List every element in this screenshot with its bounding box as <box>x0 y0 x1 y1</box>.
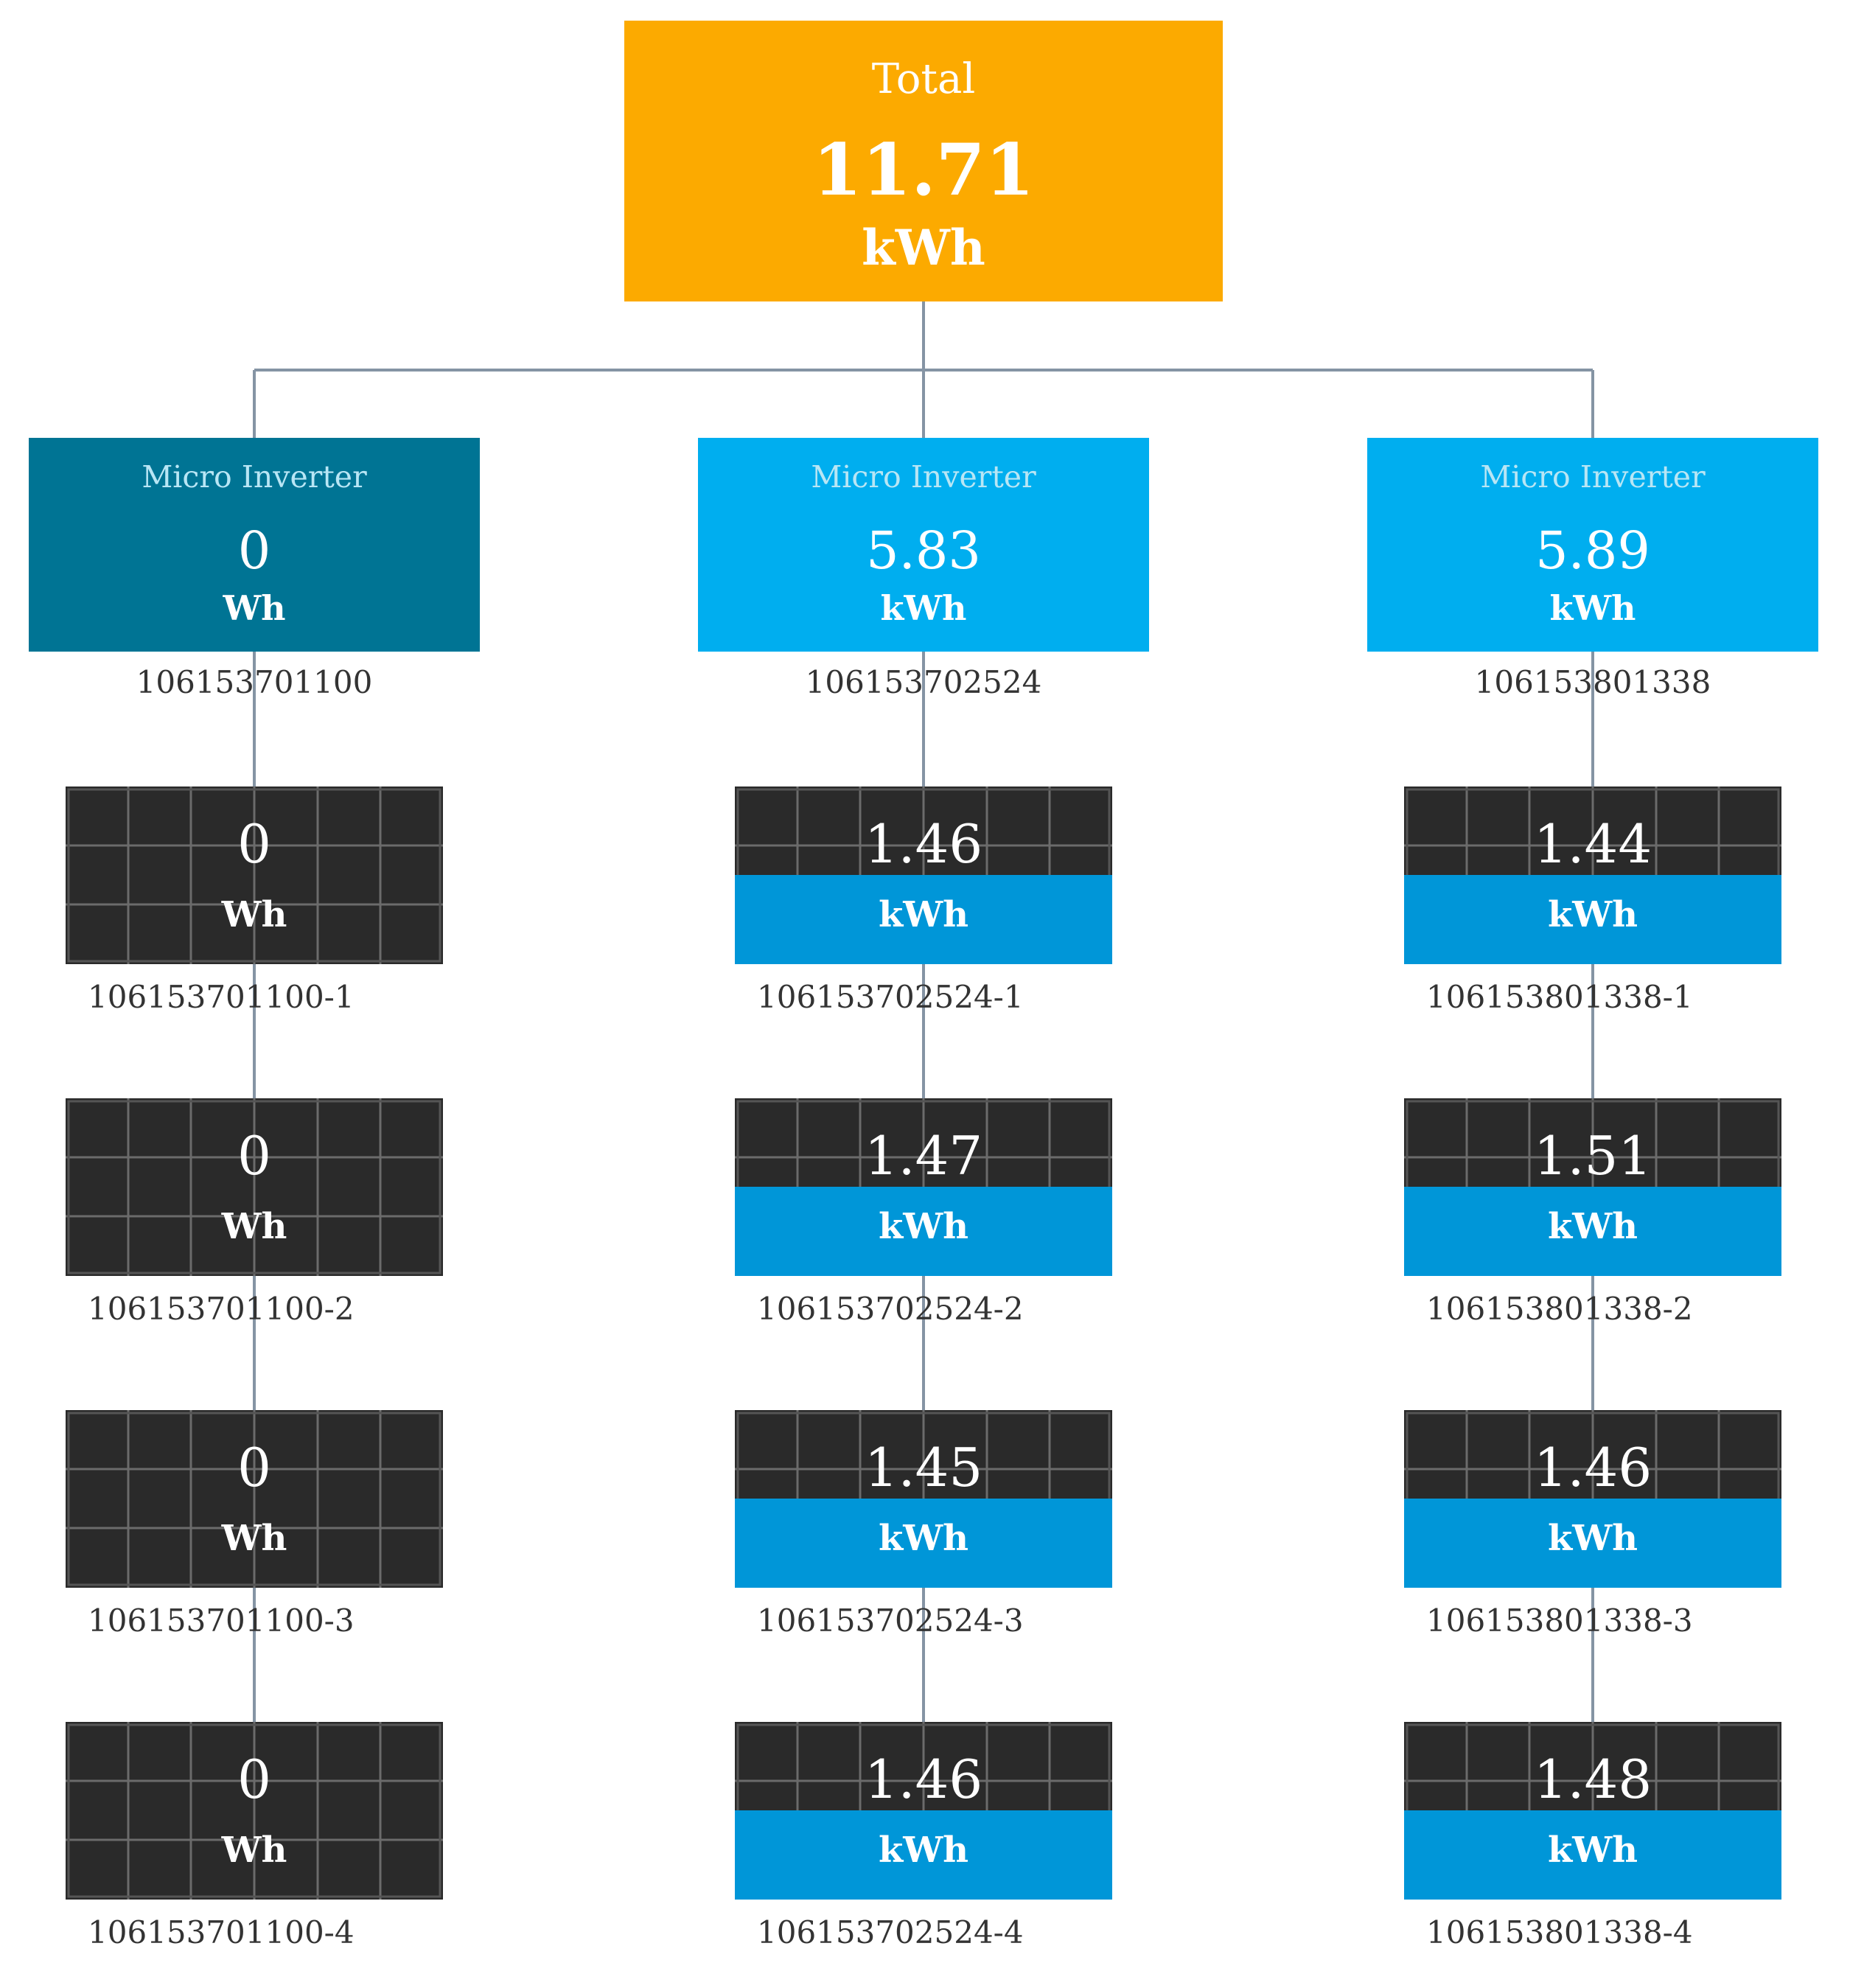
panel-unit: Wh <box>221 1830 287 1871</box>
production-fill <box>1404 875 1781 964</box>
solar-panel[interactable]: 1.44 kWh <box>1404 787 1781 964</box>
inverter-title: Micro Inverter <box>811 459 1036 495</box>
panel-cell-grid <box>66 1722 443 1900</box>
micro-inverter-node[interactable]: Micro Inverter 5.89 kWh <box>1367 438 1818 652</box>
inverter-serial: 106153701100 <box>136 664 373 700</box>
panel-cell-grid <box>66 1410 443 1588</box>
inverter-unit: Wh <box>223 588 286 628</box>
panel-unit: Wh <box>221 1206 287 1247</box>
panel-unit: kWh <box>878 894 969 935</box>
panel-serial: 106153702524-3 <box>757 1602 1024 1639</box>
production-fill <box>1404 1187 1781 1276</box>
solar-panel[interactable]: 1.46 kWh <box>735 787 1112 964</box>
panel-serial: 106153702524-2 <box>757 1291 1024 1327</box>
panel-unit: kWh <box>878 1206 969 1247</box>
total-node[interactable]: Total 11.71 kWh <box>624 21 1223 301</box>
panel-unit: Wh <box>221 894 287 935</box>
panel-serial: 106153801338-2 <box>1426 1291 1693 1327</box>
inverter-unit: kWh <box>880 588 967 628</box>
solar-panel[interactable]: 1.47 kWh <box>735 1098 1112 1276</box>
panel-value: 1.44 <box>1533 813 1652 875</box>
panel-cell-grid <box>66 787 443 964</box>
solar-panel[interactable]: 1.51 kWh <box>1404 1098 1781 1276</box>
panel-cell-grid <box>66 1098 443 1276</box>
total-value: 11.71 <box>812 128 1035 212</box>
panel-serial: 106153801338-3 <box>1426 1602 1693 1639</box>
inverter-serial: 106153702524 <box>805 664 1042 700</box>
panel-value: 1.46 <box>1533 1437 1652 1499</box>
panel-serial: 106153701100-2 <box>88 1291 355 1327</box>
solar-panel[interactable]: 0 Wh <box>66 1722 443 1900</box>
panel-value: 1.47 <box>864 1125 983 1187</box>
solar-panel[interactable]: 1.48 kWh <box>1404 1722 1781 1900</box>
panel-unit: kWh <box>1547 1206 1638 1247</box>
panel-serial: 106153801338-4 <box>1426 1914 1693 1950</box>
inverter-unit: kWh <box>1549 588 1636 628</box>
micro-inverter-node[interactable]: Micro Inverter 5.83 kWh <box>698 438 1149 652</box>
micro-inverter-node[interactable]: Micro Inverter 0 Wh <box>29 438 480 652</box>
panel-serial: 106153701100-4 <box>88 1914 355 1950</box>
panel-value: 1.46 <box>864 1748 983 1810</box>
panel-value: 0 <box>237 1125 271 1187</box>
solar-panel[interactable]: 0 Wh <box>66 1098 443 1276</box>
panel-unit: kWh <box>878 1830 969 1871</box>
panel-value: 0 <box>237 1437 271 1499</box>
panel-serial: 106153801338-1 <box>1426 979 1693 1015</box>
production-fill <box>735 1499 1112 1588</box>
panel-serial: 106153702524-4 <box>757 1914 1024 1950</box>
inverter-value: 5.89 <box>1535 520 1650 581</box>
total-title: Total <box>871 55 976 103</box>
total-unit: kWh <box>862 219 985 276</box>
panel-unit: kWh <box>1547 894 1638 935</box>
solar-panel[interactable]: 1.45 kWh <box>735 1410 1112 1588</box>
inverter-title: Micro Inverter <box>1480 459 1706 495</box>
solar-panel[interactable]: 0 Wh <box>66 1410 443 1588</box>
panel-value: 1.45 <box>864 1437 983 1499</box>
panel-unit: Wh <box>221 1518 287 1559</box>
solar-panel[interactable]: 0 Wh <box>66 787 443 964</box>
panel-unit: kWh <box>1547 1518 1638 1559</box>
panel-value: 1.48 <box>1533 1748 1652 1810</box>
panel-serial: 106153701100-1 <box>88 979 355 1015</box>
panel-unit: kWh <box>1547 1830 1638 1871</box>
inverter-serial: 106153801338 <box>1474 664 1711 700</box>
production-fill <box>735 875 1112 964</box>
production-fill <box>1404 1499 1781 1588</box>
panel-value: 0 <box>237 1748 271 1810</box>
production-fill <box>735 1187 1112 1276</box>
production-fill <box>735 1810 1112 1900</box>
panel-serial: 106153702524-1 <box>757 979 1024 1015</box>
panel-unit: kWh <box>878 1518 969 1559</box>
panel-value: 1.46 <box>864 813 983 875</box>
panel-value: 0 <box>237 813 271 875</box>
inverter-value: 5.83 <box>866 520 981 581</box>
solar-panel[interactable]: 1.46 kWh <box>735 1722 1112 1900</box>
production-fill <box>1404 1810 1781 1900</box>
panel-serial: 106153701100-3 <box>88 1602 355 1639</box>
inverter-value: 0 <box>237 520 271 581</box>
solar-panel[interactable]: 1.46 kWh <box>1404 1410 1781 1588</box>
inverter-title: Micro Inverter <box>142 459 367 495</box>
panel-value: 1.51 <box>1533 1125 1652 1187</box>
